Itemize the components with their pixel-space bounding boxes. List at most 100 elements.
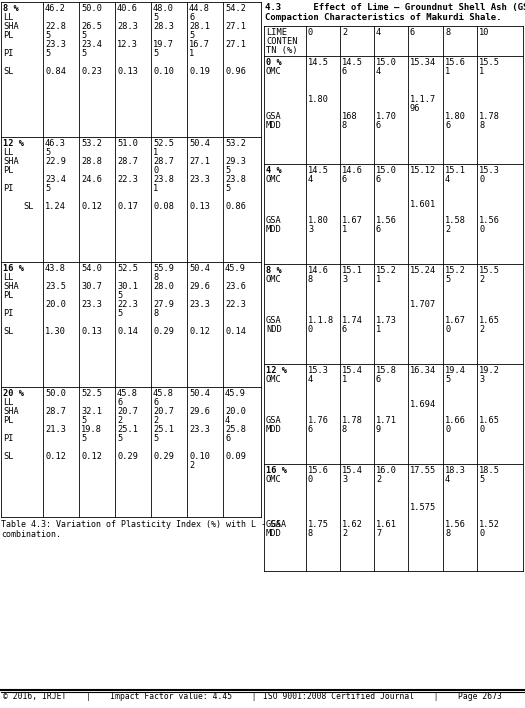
Text: 1.30: 1.30 xyxy=(45,327,66,336)
Text: 0.14: 0.14 xyxy=(225,327,246,336)
Text: 22.3: 22.3 xyxy=(117,175,138,184)
Text: 17.55: 17.55 xyxy=(410,466,436,475)
Text: 0.29: 0.29 xyxy=(153,327,174,336)
Text: 1.58: 1.58 xyxy=(445,216,466,225)
Text: GSA: GSA xyxy=(266,316,282,325)
Text: 1.78: 1.78 xyxy=(342,416,363,425)
Text: SL: SL xyxy=(3,67,14,76)
Text: 2: 2 xyxy=(479,275,484,284)
Text: 8 %: 8 % xyxy=(266,266,282,275)
Text: 0: 0 xyxy=(153,166,158,175)
Text: 6: 6 xyxy=(189,13,194,22)
Text: 5: 5 xyxy=(225,166,230,175)
Text: 1.73: 1.73 xyxy=(376,316,397,325)
Text: 46.2: 46.2 xyxy=(45,4,66,13)
Text: 6: 6 xyxy=(308,425,313,434)
Text: 0.23: 0.23 xyxy=(81,67,102,76)
Text: 2: 2 xyxy=(117,416,122,425)
Text: 52.5: 52.5 xyxy=(153,139,174,148)
Text: 1: 1 xyxy=(376,275,381,284)
Text: 2: 2 xyxy=(445,225,450,234)
Text: 16.7: 16.7 xyxy=(189,40,210,49)
Text: PI: PI xyxy=(3,184,14,193)
Text: 5: 5 xyxy=(45,148,50,157)
Text: 6: 6 xyxy=(376,175,381,184)
Text: 8: 8 xyxy=(479,121,484,130)
Text: 1.65: 1.65 xyxy=(479,416,500,425)
Text: 5: 5 xyxy=(45,49,50,58)
Text: 29.6: 29.6 xyxy=(189,407,210,416)
Text: SHA: SHA xyxy=(3,157,19,166)
Text: 55.9: 55.9 xyxy=(153,264,174,273)
Text: SHA: SHA xyxy=(3,282,19,291)
Text: 46.3: 46.3 xyxy=(45,139,66,148)
Text: 15.2: 15.2 xyxy=(445,266,466,275)
Text: PL: PL xyxy=(3,291,14,300)
Text: 15.6: 15.6 xyxy=(308,466,329,475)
Text: 5: 5 xyxy=(81,31,86,40)
Text: 1: 1 xyxy=(153,184,158,193)
Text: 20.0: 20.0 xyxy=(45,300,66,309)
Text: 6: 6 xyxy=(376,121,381,130)
Text: 3: 3 xyxy=(479,375,484,384)
Text: 53.2: 53.2 xyxy=(81,139,102,148)
Text: 0.96: 0.96 xyxy=(225,67,246,76)
Text: 15.0: 15.0 xyxy=(376,58,397,67)
Text: 44.8: 44.8 xyxy=(189,4,210,13)
Text: 5: 5 xyxy=(479,475,484,484)
Text: 1.694: 1.694 xyxy=(410,400,436,409)
Text: 4: 4 xyxy=(308,175,313,184)
Text: 27.9: 27.9 xyxy=(153,300,174,309)
Text: 25.1: 25.1 xyxy=(153,425,174,434)
Text: 10: 10 xyxy=(479,28,489,37)
Text: 16 %: 16 % xyxy=(266,466,287,475)
Text: 0.12: 0.12 xyxy=(45,452,66,461)
Text: 27.1: 27.1 xyxy=(225,40,246,49)
Text: OMC: OMC xyxy=(266,275,282,284)
Text: GSA: GSA xyxy=(266,216,282,225)
Text: 28.1: 28.1 xyxy=(189,22,210,31)
Text: 53.2: 53.2 xyxy=(225,139,246,148)
Text: 6: 6 xyxy=(342,325,347,334)
Text: 15.34: 15.34 xyxy=(410,58,436,67)
Text: 1: 1 xyxy=(342,375,347,384)
Text: 1.56: 1.56 xyxy=(445,520,466,529)
Text: 2: 2 xyxy=(189,461,194,470)
Text: 20.0: 20.0 xyxy=(225,407,246,416)
Text: MDD: MDD xyxy=(266,425,282,434)
Text: PI: PI xyxy=(3,309,14,318)
Text: 1.74: 1.74 xyxy=(342,316,363,325)
Text: 8: 8 xyxy=(342,121,347,130)
Text: 4.3      Effect of Lime – Groundnut Shell Ash (GSA) on: 4.3 Effect of Lime – Groundnut Shell Ash… xyxy=(265,3,525,12)
Text: 19.2: 19.2 xyxy=(479,366,500,375)
Text: 5: 5 xyxy=(445,275,450,284)
Text: 4: 4 xyxy=(376,67,381,76)
Text: 1.65: 1.65 xyxy=(479,316,500,325)
Text: PI: PI xyxy=(3,434,14,443)
Text: 40.6: 40.6 xyxy=(117,4,138,13)
Text: 1.67: 1.67 xyxy=(342,216,363,225)
Text: 0.14: 0.14 xyxy=(117,327,138,336)
Text: 5: 5 xyxy=(445,375,450,384)
Text: OMC: OMC xyxy=(266,67,282,76)
Text: 4 %: 4 % xyxy=(266,166,282,175)
Text: 26.5: 26.5 xyxy=(81,22,102,31)
Text: 52.5: 52.5 xyxy=(117,264,138,273)
Text: 0: 0 xyxy=(479,225,484,234)
Text: 1.66: 1.66 xyxy=(445,416,466,425)
Text: 5: 5 xyxy=(225,184,230,193)
Text: 52.5: 52.5 xyxy=(81,389,102,398)
Text: 2: 2 xyxy=(376,475,381,484)
Text: 18.3: 18.3 xyxy=(445,466,466,475)
Text: 8: 8 xyxy=(445,529,450,537)
Text: 20.7: 20.7 xyxy=(153,407,174,416)
Text: NDD: NDD xyxy=(266,325,282,334)
Text: 27.1: 27.1 xyxy=(189,157,210,166)
Text: 3: 3 xyxy=(342,475,347,484)
Text: SL: SL xyxy=(3,327,14,336)
Text: 15.12: 15.12 xyxy=(410,166,436,175)
Text: 1.62: 1.62 xyxy=(342,520,363,529)
Text: LIME: LIME xyxy=(266,28,287,37)
Text: 14.5: 14.5 xyxy=(342,58,363,67)
Text: 0.12: 0.12 xyxy=(81,202,102,211)
